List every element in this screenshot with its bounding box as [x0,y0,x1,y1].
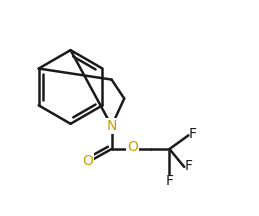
Text: O: O [127,140,138,154]
Text: F: F [166,174,174,188]
Text: F: F [189,127,197,141]
Text: O: O [82,154,93,168]
Text: F: F [184,159,192,173]
Text: N: N [106,119,117,133]
